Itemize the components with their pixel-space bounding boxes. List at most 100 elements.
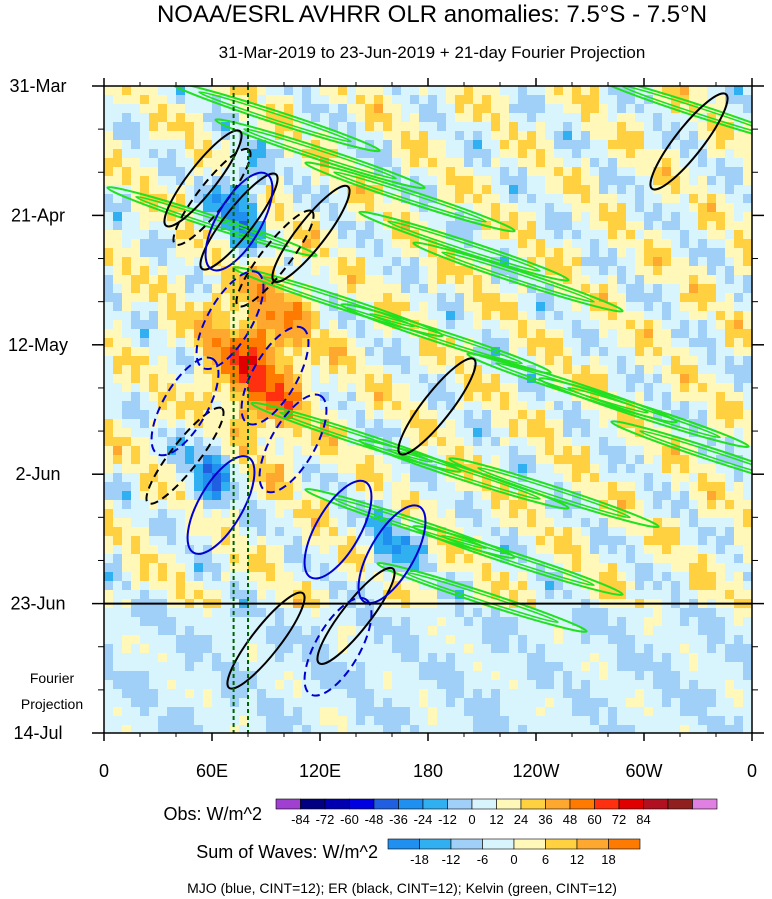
field-cell bbox=[644, 401, 654, 411]
field-cell bbox=[500, 536, 510, 546]
field-cell bbox=[221, 464, 231, 474]
field-cell bbox=[581, 86, 591, 96]
field-cell bbox=[671, 302, 681, 312]
field-cell bbox=[437, 266, 447, 276]
field-cell bbox=[554, 392, 564, 402]
field-cell bbox=[149, 671, 159, 681]
field-cell bbox=[140, 149, 150, 159]
field-cell bbox=[356, 275, 366, 285]
field-cell bbox=[518, 113, 528, 123]
field-cell bbox=[707, 473, 717, 483]
field-cell bbox=[527, 518, 537, 528]
field-cell bbox=[716, 185, 726, 195]
field-cell bbox=[635, 653, 645, 663]
field-cell bbox=[707, 653, 717, 663]
field-cell bbox=[500, 437, 510, 447]
field-cell bbox=[419, 383, 429, 393]
field-cell bbox=[626, 473, 636, 483]
field-cell bbox=[437, 644, 447, 654]
field-cell bbox=[239, 491, 249, 501]
field-cell bbox=[500, 491, 510, 501]
field-cell bbox=[131, 482, 141, 492]
field-cell bbox=[104, 275, 114, 285]
field-cell bbox=[707, 266, 717, 276]
field-cell bbox=[365, 401, 375, 411]
field-cell bbox=[383, 347, 393, 357]
field-cell bbox=[608, 347, 618, 357]
field-cell bbox=[419, 500, 429, 510]
field-cell bbox=[275, 140, 285, 150]
field-cell bbox=[662, 500, 672, 510]
field-cell bbox=[635, 428, 645, 438]
field-cell bbox=[635, 194, 645, 204]
field-cell bbox=[734, 572, 744, 582]
field-cell bbox=[572, 275, 582, 285]
field-cell bbox=[212, 527, 222, 537]
field-cell bbox=[149, 545, 159, 555]
field-cell bbox=[617, 617, 627, 627]
field-cell bbox=[464, 302, 474, 312]
field-cell bbox=[653, 140, 663, 150]
field-cell bbox=[104, 545, 114, 555]
field-cell bbox=[536, 689, 546, 699]
field-cell bbox=[275, 365, 285, 375]
field-cell bbox=[329, 662, 339, 672]
field-cell bbox=[554, 347, 564, 357]
field-cell bbox=[563, 563, 573, 573]
field-cell bbox=[581, 284, 591, 294]
field-cell bbox=[383, 338, 393, 348]
field-cell bbox=[581, 689, 591, 699]
field-cell bbox=[482, 671, 492, 681]
field-cell bbox=[671, 392, 681, 402]
field-cell bbox=[698, 464, 708, 474]
field-cell bbox=[608, 572, 618, 582]
field-cell bbox=[698, 545, 708, 555]
field-cell bbox=[698, 473, 708, 483]
field-cell bbox=[293, 563, 303, 573]
field-cell bbox=[491, 338, 501, 348]
field-cell bbox=[428, 356, 438, 366]
field-cell bbox=[653, 680, 663, 690]
field-cell bbox=[671, 473, 681, 483]
field-cell bbox=[221, 446, 231, 456]
field-cell bbox=[572, 86, 582, 96]
field-cell bbox=[725, 491, 735, 501]
field-cell bbox=[509, 302, 519, 312]
field-cell bbox=[338, 509, 348, 519]
field-cell bbox=[356, 581, 366, 591]
field-cell bbox=[257, 356, 267, 366]
field-cell bbox=[437, 95, 447, 105]
field-cell bbox=[176, 149, 186, 159]
field-cell bbox=[401, 239, 411, 249]
field-cell bbox=[473, 428, 483, 438]
field-cell bbox=[500, 239, 510, 249]
field-cell bbox=[491, 311, 501, 321]
field-cell bbox=[266, 221, 276, 231]
field-cell bbox=[239, 203, 249, 213]
field-cell bbox=[185, 491, 195, 501]
field-cell bbox=[689, 509, 699, 519]
field-cell bbox=[221, 86, 231, 96]
field-cell bbox=[734, 140, 744, 150]
field-cell bbox=[104, 131, 114, 141]
field-cell bbox=[689, 131, 699, 141]
field-cell bbox=[230, 356, 240, 366]
field-cell bbox=[590, 410, 600, 420]
field-cell bbox=[185, 239, 195, 249]
field-cell bbox=[455, 338, 465, 348]
field-cell bbox=[644, 203, 654, 213]
field-cell bbox=[329, 509, 339, 519]
field-cell bbox=[590, 221, 600, 231]
field-cell bbox=[392, 500, 402, 510]
field-cell bbox=[131, 509, 141, 519]
field-cell bbox=[518, 176, 528, 186]
field-cell bbox=[167, 428, 177, 438]
field-cell bbox=[374, 509, 384, 519]
field-cell bbox=[437, 275, 447, 285]
field-cell bbox=[527, 131, 537, 141]
field-cell bbox=[626, 203, 636, 213]
field-cell bbox=[113, 509, 123, 519]
field-cell bbox=[689, 86, 699, 96]
field-cell bbox=[122, 473, 132, 483]
field-cell bbox=[572, 473, 582, 483]
